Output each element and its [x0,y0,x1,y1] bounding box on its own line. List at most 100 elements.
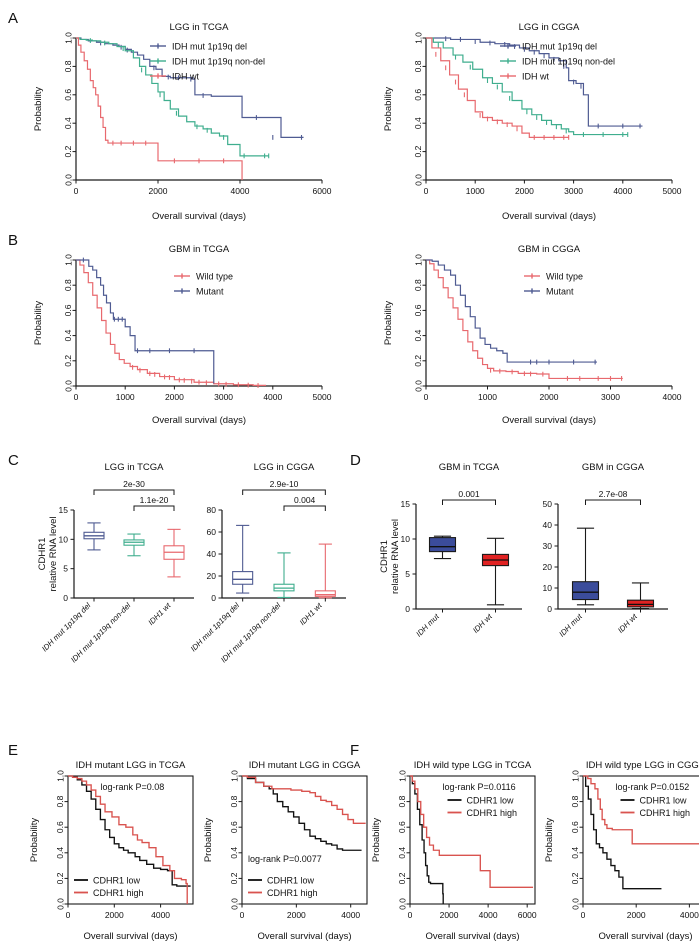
y-axis-label: Probability [544,818,555,863]
y-tick-label: 0.0 [413,380,423,392]
box-iqr [626,599,655,608]
y-tick-label: 1.0 [413,32,423,44]
y-tick-label: 0.6 [63,89,73,101]
x-tick-label: 3000 [601,392,620,402]
category-label: IDH1 wt [298,600,325,627]
legend: CDHR1 low CDHR1 high [248,875,318,898]
y-tick-label: 5 [63,564,68,574]
panel-letter-b: B [8,232,19,249]
y-tick-label: 10 [543,583,553,593]
series-group [76,37,304,180]
y-tick-label: 0.6 [55,821,65,833]
legend-label: CDHR1 low [267,875,315,885]
x-tick-label: 4000 [613,186,632,196]
km-plot: IDH mutant LGG in CGGA 0 2000 4000 0.0 0.2 0.4… [203,760,368,942]
p-value-label: 2.9e-10 [270,479,299,489]
panel-d-chart-gbm-tcga: GBM in TCGA 0 5 10 15 IDH mut IDH wt 0.001 CDHR1… [379,458,532,673]
chart-title: GBM in TCGA [439,462,500,473]
panel-b-chart-gbm-cgga: GBM in CGGA 0 1000 2000 3000 4000 0.0 0.2 0.4 0.6… [380,238,682,428]
y-tick-label: 60 [207,527,217,537]
box-iqr [232,571,254,585]
plot-frame [409,775,536,905]
chart-title: IDH wild type LGG in CGGA [586,760,699,771]
survival-curve [426,37,643,127]
series-group [76,257,267,388]
box-group [273,552,295,598]
y-tick-label: 0.8 [63,60,73,72]
x-axis-label: Overall survival (days) [502,415,596,426]
survival-curve [242,775,362,851]
y-tick-label: 15 [401,499,411,509]
y-axis-label: Probability [371,818,382,863]
box-plot: GBM in TCGA 0 5 10 15 IDH mut IDH wt 0.001 CDHR1… [379,462,522,639]
series-group [426,36,643,140]
y-tick-label: 50 [543,499,553,509]
x-tick-label: 6000 [518,910,537,920]
legend-label: CDHR1 low [640,795,688,805]
survival-curve [583,775,699,845]
legend: Wild type Mutant [524,271,583,296]
y-axis-label: CDHR1 relative RNA level [379,519,401,594]
survival-curve [242,775,366,825]
significance-bracket: 2.9e-10 [242,479,326,495]
logrank-annotation: log-rank P=0.0152 [616,782,690,792]
y-tick-label: 0.0 [397,898,407,910]
y-tick-label: 0.0 [55,898,65,910]
x-tick-label: 4000 [151,910,170,920]
p-value-label: 1.1e-20 [140,495,169,505]
y-tick-label: 20 [543,562,553,572]
x-tick-label: 4000 [263,392,282,402]
panel-f-chart-idh-wt-lgg-tcga: IDH wild type LGG in TCGA 0 2000 4000 6000 0.… [368,756,543,944]
x-tick-label: 2000 [440,910,459,920]
box-group [232,524,254,594]
survival-curve [583,775,662,890]
series-group [410,775,534,904]
plot-frame [67,775,194,905]
series-group [68,775,191,904]
survival-curve [76,37,304,138]
km-plot: IDH wild type LGG in TCGA 0 2000 4000 6000 0.… [371,760,537,942]
box-group [163,528,185,578]
y-tick-label: 0.4 [63,329,73,341]
x-tick-label: 2000 [105,910,124,920]
x-tick-label: 0 [74,392,79,402]
chart-title: LGG in TCGA [170,22,230,33]
y-axis-label-line2: relative RNA level [48,517,59,592]
legend: CDHR1 low CDHR1 high [620,795,690,818]
x-tick-label: 1000 [466,186,485,196]
y-axis-label: Probability [33,301,44,346]
y-tick-label: 1.0 [229,770,239,782]
box-iqr [428,537,457,553]
y-tick-label: 0.6 [413,89,423,101]
survival-curve [76,37,269,157]
y-tick-label: 30 [543,541,553,551]
y-tick-label: 0.0 [63,380,73,392]
x-tick-label: 2000 [540,392,559,402]
logrank-annotation: log-rank P=0.0077 [248,854,322,864]
y-tick-label: 10 [59,534,69,544]
y-tick-label: 1.0 [55,770,65,782]
box-group [428,535,457,560]
y-tick-label: 0.4 [413,117,423,129]
x-tick-label: 4000 [231,186,250,196]
y-tick-label: 0.6 [397,821,407,833]
chart-title: GBM in TCGA [169,244,230,255]
y-tick-label: 80 [207,505,217,515]
category-label: IDH1 wt [146,600,173,627]
km-plot: LGG in TCGA 0 2000 4000 6000 0.0 0.2 0.4 0.6 0.8 1… [33,22,332,222]
chart-title: IDH mutant LGG in TCGA [76,760,186,771]
x-tick-label: 4000 [479,910,498,920]
box-iqr [571,581,600,601]
x-tick-label: 1000 [116,392,135,402]
y-tick-label: 0.4 [55,847,65,859]
y-axis-label-line1: CDHR1 [379,540,390,573]
category-label: IDH wt [616,611,639,634]
y-tick-label: 40 [207,549,217,559]
x-tick-label: 0 [581,910,586,920]
y-tick-label: 0 [405,604,410,614]
y-tick-label: 0.8 [413,60,423,72]
y-tick-label: 0.6 [413,304,423,316]
km-plot: GBM in CGGA 0 1000 2000 3000 4000 0.0 0.2 0.4 0.6… [383,244,682,426]
x-tick-label: 4000 [341,910,360,920]
